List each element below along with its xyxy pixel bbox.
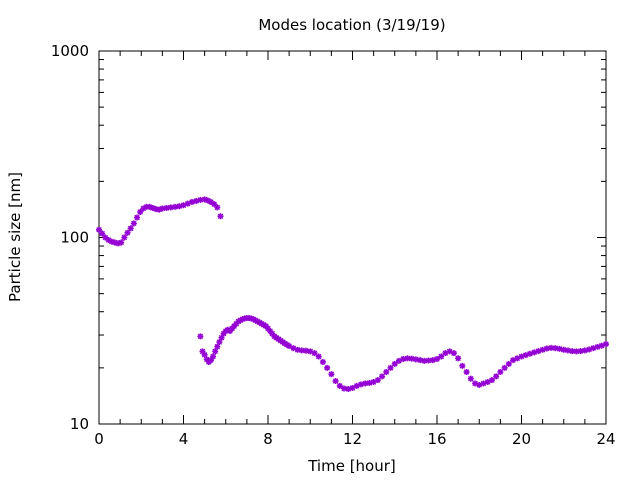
data-point — [217, 213, 224, 220]
data-point — [425, 357, 432, 364]
data-point — [434, 356, 440, 363]
data-point — [603, 341, 609, 348]
data-point — [581, 347, 588, 354]
data-point — [345, 386, 352, 393]
data-point — [357, 381, 364, 388]
data-point — [391, 360, 398, 367]
data-point — [518, 353, 525, 360]
data-series-2 — [197, 315, 609, 393]
x-tick-label: 4 — [179, 430, 189, 448]
data-point — [294, 346, 301, 353]
data-point — [510, 357, 517, 364]
data-point — [450, 350, 457, 357]
data-point — [214, 343, 221, 350]
y-axis-label: Particle size [nm] — [6, 172, 24, 302]
data-point — [459, 362, 466, 369]
data-point — [121, 234, 128, 241]
data-point — [467, 375, 474, 382]
x-tick-label: 20 — [512, 430, 531, 448]
data-point — [324, 364, 331, 371]
chart-title: Modes location (3/19/19) — [258, 16, 445, 34]
data-point — [374, 377, 381, 384]
data-point — [197, 196, 204, 203]
x-tick-label: 16 — [427, 430, 446, 448]
data-point — [193, 197, 200, 204]
y-tick-label: 10 — [70, 415, 89, 433]
y-tick-label: 100 — [60, 229, 89, 247]
data-point — [311, 350, 318, 357]
data-point — [429, 357, 436, 364]
data-point — [197, 333, 204, 340]
data-point — [501, 364, 508, 371]
data-point — [336, 382, 343, 389]
data-point — [455, 355, 462, 362]
data-point — [201, 351, 208, 358]
data-point — [387, 364, 394, 371]
x-tick-label: 8 — [263, 430, 273, 448]
x-tick-label: 12 — [343, 430, 362, 448]
data-point — [493, 373, 500, 380]
data-point — [497, 369, 504, 376]
data-point — [438, 353, 445, 360]
plot-frame — [98, 50, 607, 425]
data-point — [488, 377, 495, 384]
data-point — [560, 346, 567, 353]
data-point — [188, 199, 195, 206]
data-point — [124, 229, 131, 236]
data-point — [214, 204, 221, 211]
data-point — [548, 344, 555, 351]
data-point — [366, 379, 373, 386]
data-point — [134, 214, 141, 221]
data-point — [379, 373, 386, 380]
data-point — [577, 348, 584, 355]
data-point — [210, 353, 217, 360]
data-point — [167, 204, 174, 211]
data-point — [212, 348, 219, 355]
data-point — [127, 225, 134, 232]
data-point — [328, 371, 335, 378]
y-tick-label: 1000 — [51, 42, 89, 60]
data-point — [130, 220, 137, 227]
data-point — [383, 369, 390, 376]
data-point — [176, 203, 183, 210]
data-series-1 — [96, 196, 224, 247]
data-point — [505, 360, 512, 367]
data-point — [463, 369, 470, 376]
x-axis-label: Time [hour] — [307, 457, 396, 475]
data-point — [118, 239, 125, 246]
data-point — [556, 345, 563, 352]
data-point — [332, 378, 339, 385]
x-tick-label: 0 — [94, 430, 104, 448]
data-point — [319, 359, 326, 366]
data-point — [315, 353, 322, 360]
x-tick-label: 24 — [596, 430, 615, 448]
